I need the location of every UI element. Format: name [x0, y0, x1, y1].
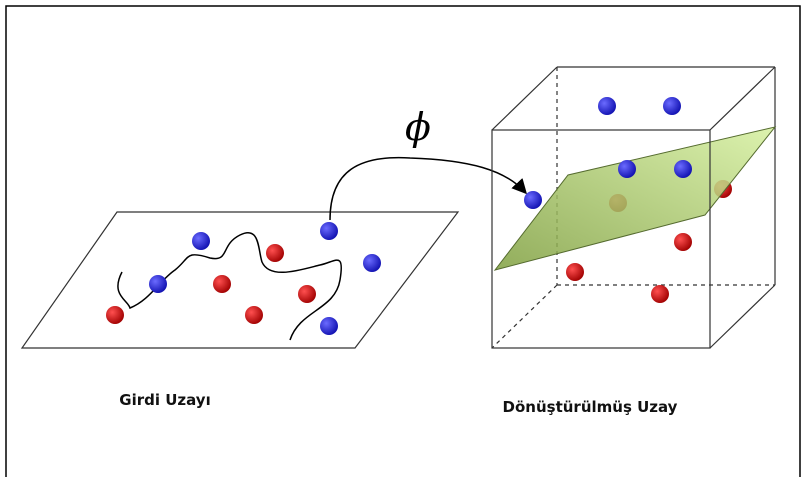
transformed-space-label: Dönüştürülmüş Uzay: [503, 398, 678, 416]
input-plane: [22, 212, 458, 348]
mapping-arrow: [330, 158, 525, 220]
phi-label: ϕ: [405, 105, 431, 149]
diagram: ϕ Girdi Uzayı Dönüştürülmüş Uzay: [0, 0, 812, 477]
input-space-label: Girdi Uzayı: [119, 391, 210, 409]
